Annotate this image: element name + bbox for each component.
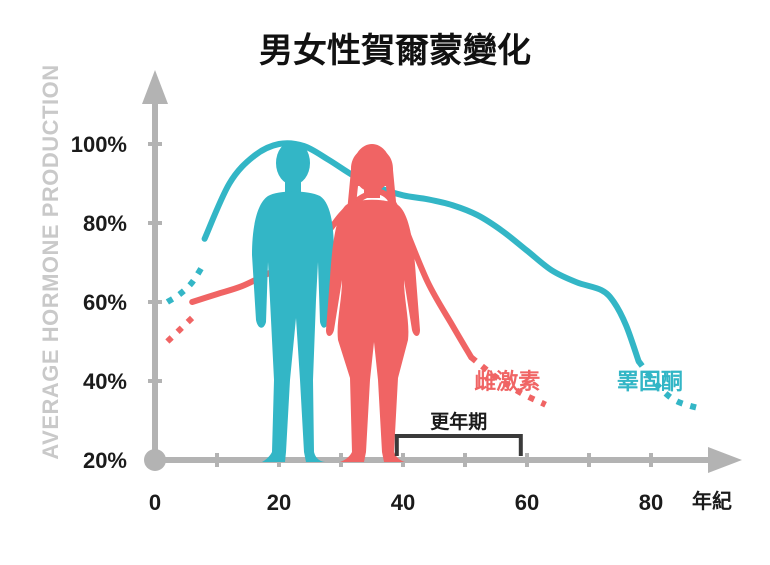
series-label-estrogen: 雌激素 [474,369,540,395]
menopause-label: 更年期 [430,410,487,433]
y-ticks: 20% 40% 60% 80% 100% [71,132,162,473]
y-axis-label: AVERAGE HORMONE PRODUCTION [38,64,63,459]
y-tick-label: 80% [83,211,127,236]
y-tick-label: 100% [71,132,127,157]
bracket-line [394,434,523,456]
y-tick-label: 60% [83,290,127,315]
y-axis-arrow [142,70,168,104]
x-axis-label: 年紀 [692,489,732,513]
x-axis-arrow [708,447,742,473]
series-label-testosterone: 睪固酮 [617,370,683,395]
axes [142,70,742,473]
male-silhouette-icon [252,141,334,462]
testosterone-dotted-start [165,260,208,305]
x-tick-label: 0 [149,490,161,515]
estrogen-dotted-end [469,354,547,408]
x-tick-label: 20 [267,490,291,515]
axis-origin [144,449,166,471]
testosterone-dotted-end [636,359,702,412]
x-tick-label: 80 [639,490,663,515]
testosterone-line [201,140,642,365]
female-silhouette-icon [326,144,420,462]
menopause-bracket [394,434,523,456]
y-tick-label: 40% [83,369,127,394]
estrogen-dotted-start [165,315,195,344]
y-tick-label: 20% [83,448,127,473]
chart-title: 男女性賀爾蒙變化 [259,31,531,71]
x-tick-label: 60 [515,490,539,515]
series-layer [165,140,702,412]
x-tick-label: 40 [391,490,415,515]
